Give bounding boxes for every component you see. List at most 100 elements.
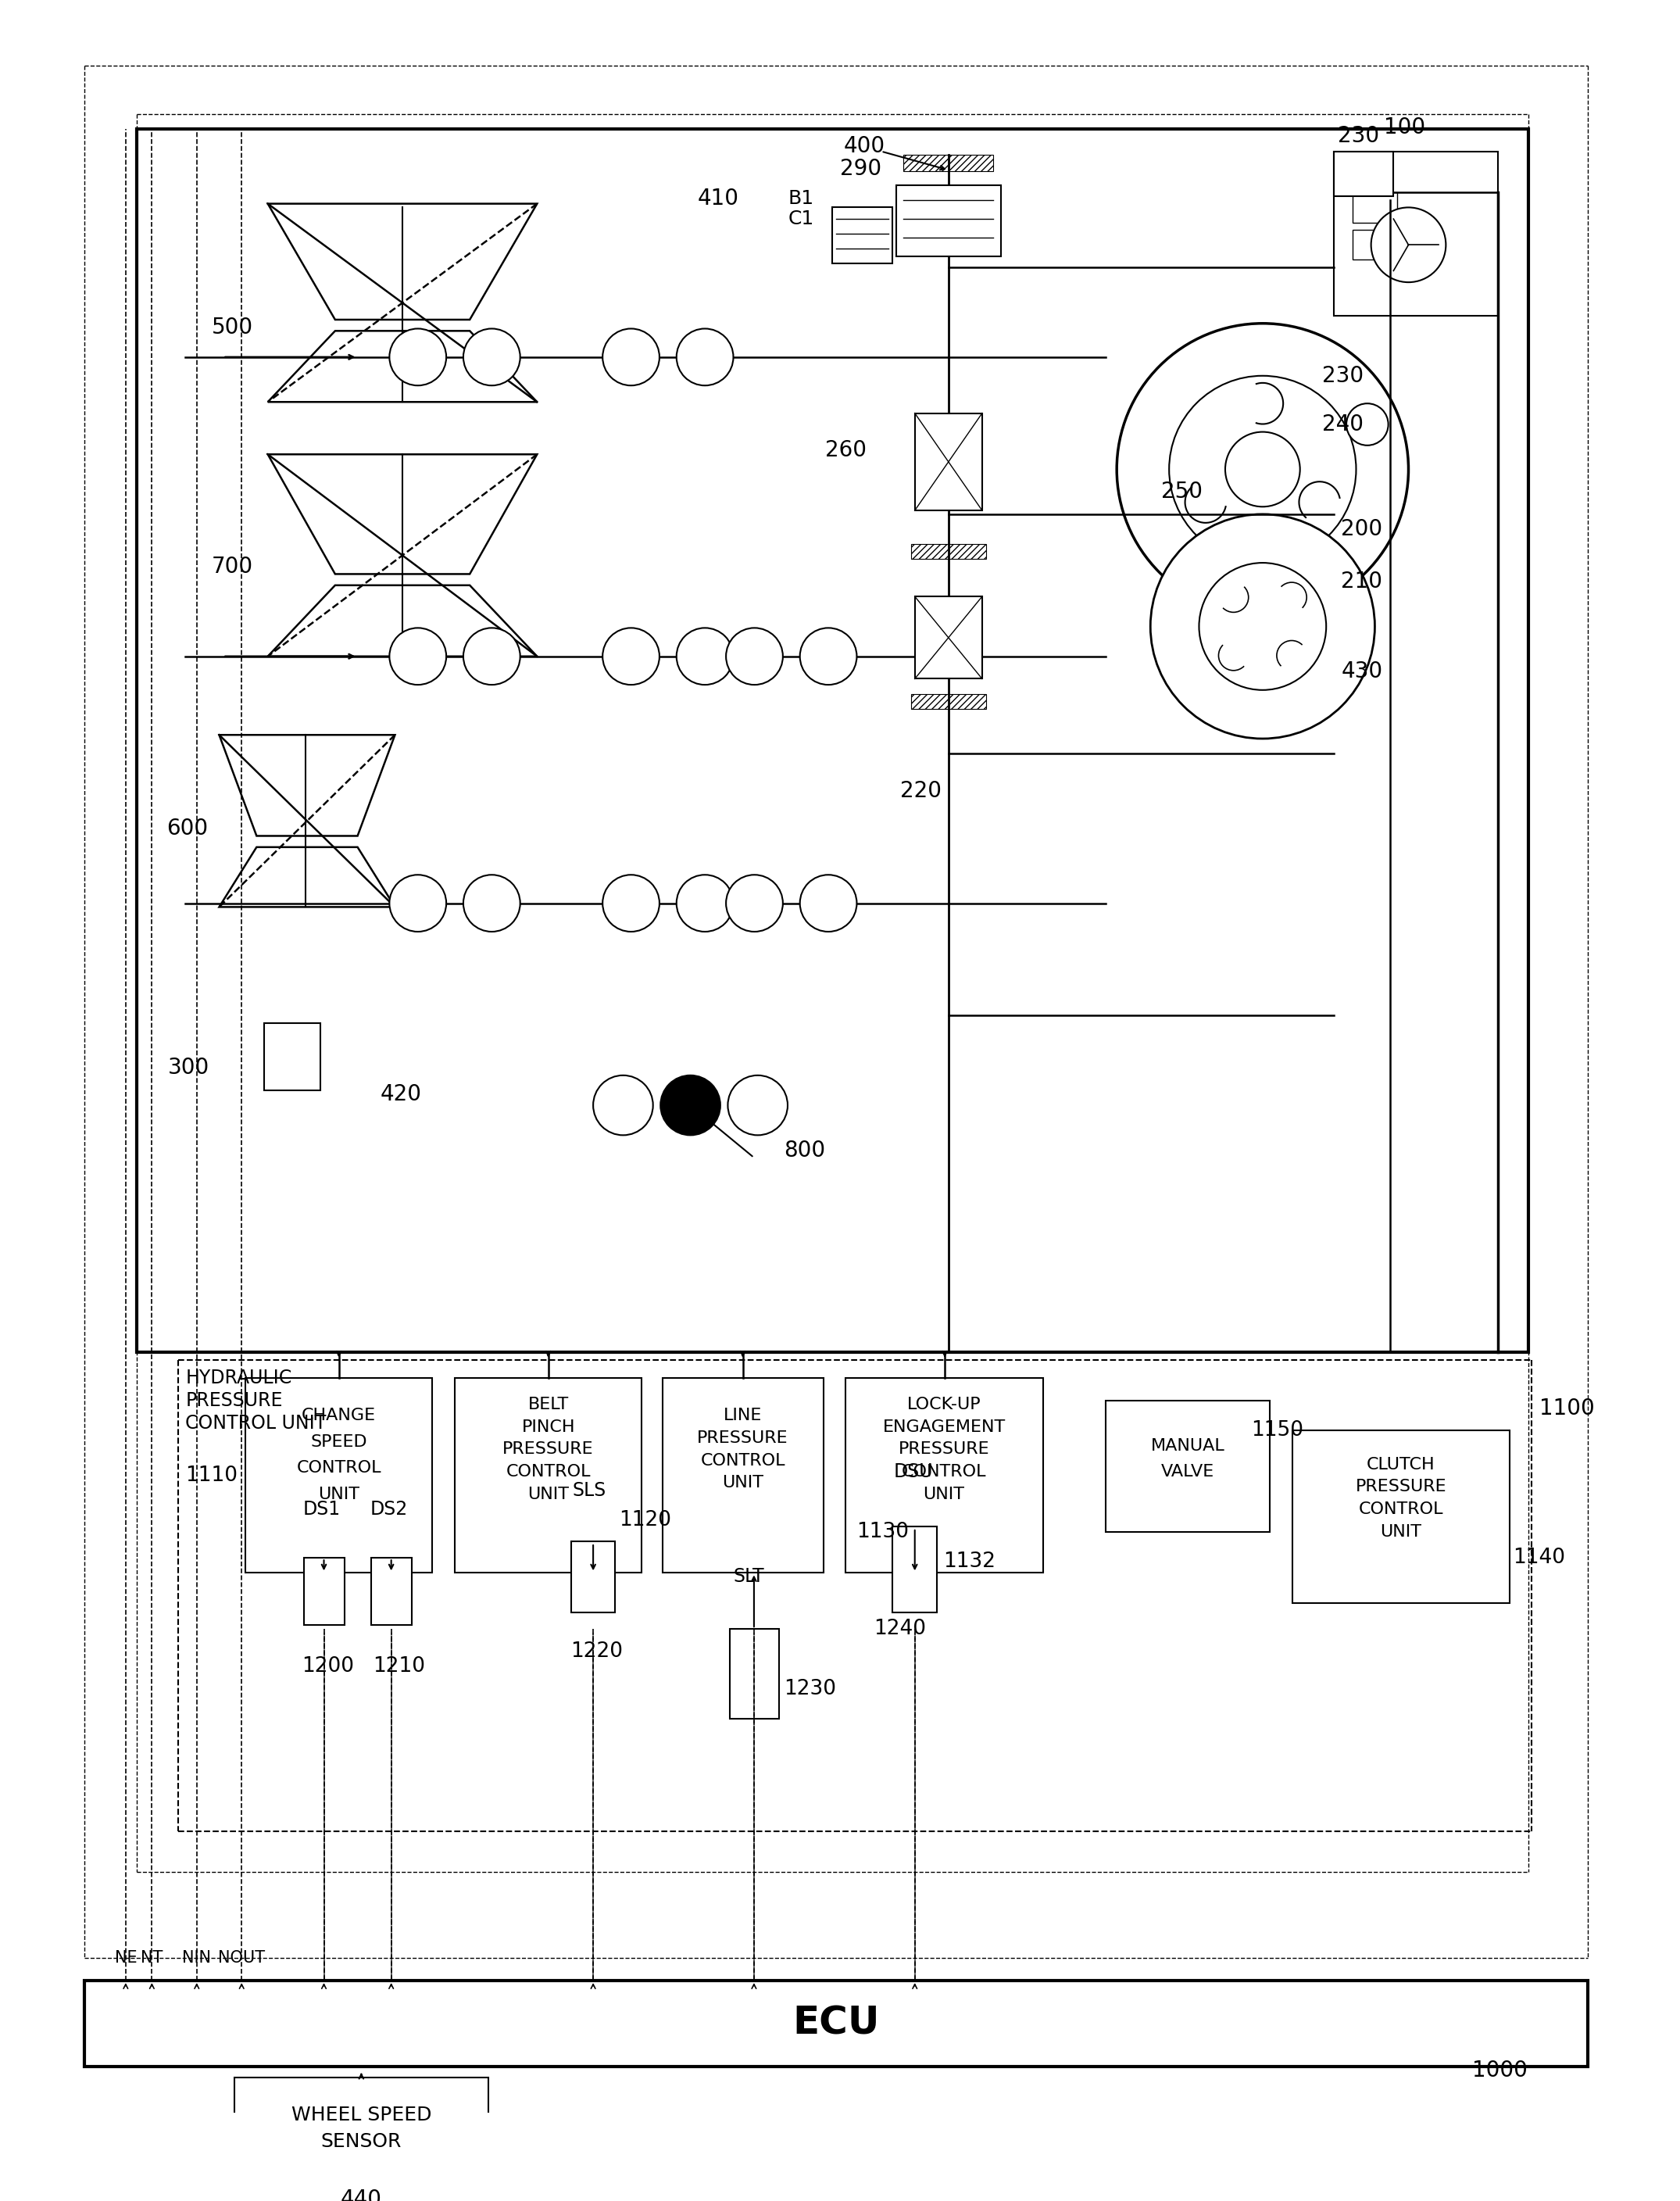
Text: 1210: 1210 — [373, 1655, 425, 1677]
Text: 700: 700 — [212, 555, 252, 577]
Text: PRESSURE: PRESSURE — [1356, 1479, 1446, 1494]
Text: CONTROL: CONTROL — [296, 1459, 381, 1477]
Text: ECU: ECU — [793, 2005, 880, 2043]
Polygon shape — [267, 453, 538, 574]
Circle shape — [1225, 431, 1300, 506]
Text: VALVE: VALVE — [1161, 1464, 1215, 1479]
Text: 240: 240 — [1322, 414, 1364, 436]
Text: UNIT: UNIT — [1381, 1523, 1421, 1538]
Text: PRESSURE: PRESSURE — [899, 1442, 990, 1457]
Bar — [455, 1378, 642, 1574]
Text: LINE: LINE — [724, 1409, 763, 1424]
Text: 230: 230 — [1322, 365, 1364, 387]
Text: CHANGE: CHANGE — [302, 1409, 376, 1424]
Text: NT: NT — [141, 1950, 163, 1965]
Bar — [895, 185, 1001, 255]
Text: 1130: 1130 — [857, 1521, 909, 1543]
Text: PRESSURE: PRESSURE — [697, 1431, 788, 1446]
Bar — [245, 1378, 432, 1574]
Bar — [571, 1541, 615, 1613]
Text: BELT: BELT — [528, 1398, 570, 1413]
Text: 1200: 1200 — [301, 1655, 354, 1677]
Text: 500: 500 — [212, 317, 252, 339]
Text: NOUT: NOUT — [218, 1950, 265, 1965]
Text: HYDRAULIC: HYDRAULIC — [185, 1369, 292, 1387]
Circle shape — [1151, 515, 1374, 740]
Text: NIN: NIN — [183, 1950, 212, 1965]
Bar — [892, 1527, 937, 1613]
Text: WHEEL SPEED: WHEEL SPEED — [291, 2106, 432, 2124]
Text: PRESSURE: PRESSURE — [185, 1391, 282, 1411]
Bar — [1334, 152, 1499, 317]
Text: 430: 430 — [1341, 660, 1383, 682]
Text: 1132: 1132 — [942, 1552, 996, 1572]
Text: 1100: 1100 — [1539, 1398, 1594, 1420]
Text: UNIT: UNIT — [722, 1475, 763, 1490]
Circle shape — [677, 328, 734, 385]
Text: SLT: SLT — [732, 1567, 764, 1587]
Text: 1240: 1240 — [874, 1618, 926, 1640]
Text: MANUAL: MANUAL — [1151, 1437, 1225, 1453]
Polygon shape — [218, 847, 395, 907]
Text: CONTROL: CONTROL — [1359, 1501, 1443, 1516]
Text: 800: 800 — [785, 1140, 825, 1162]
Text: B1: B1 — [788, 189, 813, 207]
Bar — [833, 207, 892, 264]
Text: 400: 400 — [843, 134, 885, 156]
Circle shape — [660, 1076, 721, 1136]
Bar — [1352, 229, 1398, 260]
Text: 210: 210 — [1341, 570, 1383, 592]
Circle shape — [390, 627, 447, 685]
Circle shape — [727, 1076, 788, 1136]
Circle shape — [677, 627, 734, 685]
Text: 1230: 1230 — [785, 1679, 837, 1699]
Circle shape — [390, 874, 447, 931]
Text: 1220: 1220 — [571, 1642, 623, 1662]
Text: UNIT: UNIT — [318, 1486, 360, 1501]
Circle shape — [1346, 403, 1388, 445]
Text: 250: 250 — [1161, 480, 1203, 502]
Text: C1: C1 — [788, 209, 813, 229]
Text: DS2: DS2 — [370, 1499, 408, 1519]
Circle shape — [464, 627, 521, 685]
Text: 230: 230 — [1337, 125, 1379, 147]
Text: 420: 420 — [380, 1083, 422, 1105]
Text: 1140: 1140 — [1514, 1547, 1566, 1567]
Text: UNIT: UNIT — [924, 1486, 964, 1501]
Text: DS1: DS1 — [302, 1499, 341, 1519]
Bar — [1352, 191, 1398, 222]
Circle shape — [603, 874, 660, 931]
Circle shape — [726, 874, 783, 931]
Circle shape — [464, 874, 521, 931]
Text: 1150: 1150 — [1252, 1420, 1304, 1442]
Text: CONTROL: CONTROL — [701, 1453, 785, 1468]
Text: 440: 440 — [341, 2188, 381, 2201]
Text: CONTROL UNIT: CONTROL UNIT — [185, 1413, 326, 1433]
Circle shape — [1117, 324, 1408, 616]
Text: ENGAGEMENT: ENGAGEMENT — [882, 1420, 1005, 1435]
Text: 290: 290 — [840, 158, 880, 180]
Circle shape — [800, 627, 857, 685]
Bar — [916, 596, 983, 678]
Circle shape — [1371, 207, 1446, 282]
Circle shape — [726, 627, 783, 685]
Bar — [731, 1629, 778, 1719]
Text: 1110: 1110 — [185, 1466, 239, 1486]
Bar — [1334, 152, 1393, 196]
Circle shape — [800, 874, 857, 931]
Bar — [845, 1378, 1043, 1574]
Polygon shape — [218, 735, 395, 836]
Circle shape — [464, 328, 521, 385]
Text: 200: 200 — [1341, 517, 1383, 539]
Circle shape — [603, 328, 660, 385]
Bar — [84, 1981, 1588, 2067]
Bar — [1292, 1431, 1509, 1602]
Circle shape — [593, 1076, 654, 1136]
Text: SENSOR: SENSOR — [321, 2133, 402, 2150]
Polygon shape — [267, 585, 538, 656]
Text: CONTROL: CONTROL — [902, 1464, 986, 1479]
Text: 220: 220 — [900, 779, 941, 801]
Circle shape — [1200, 563, 1326, 689]
Bar — [264, 1023, 321, 1089]
Circle shape — [677, 874, 734, 931]
